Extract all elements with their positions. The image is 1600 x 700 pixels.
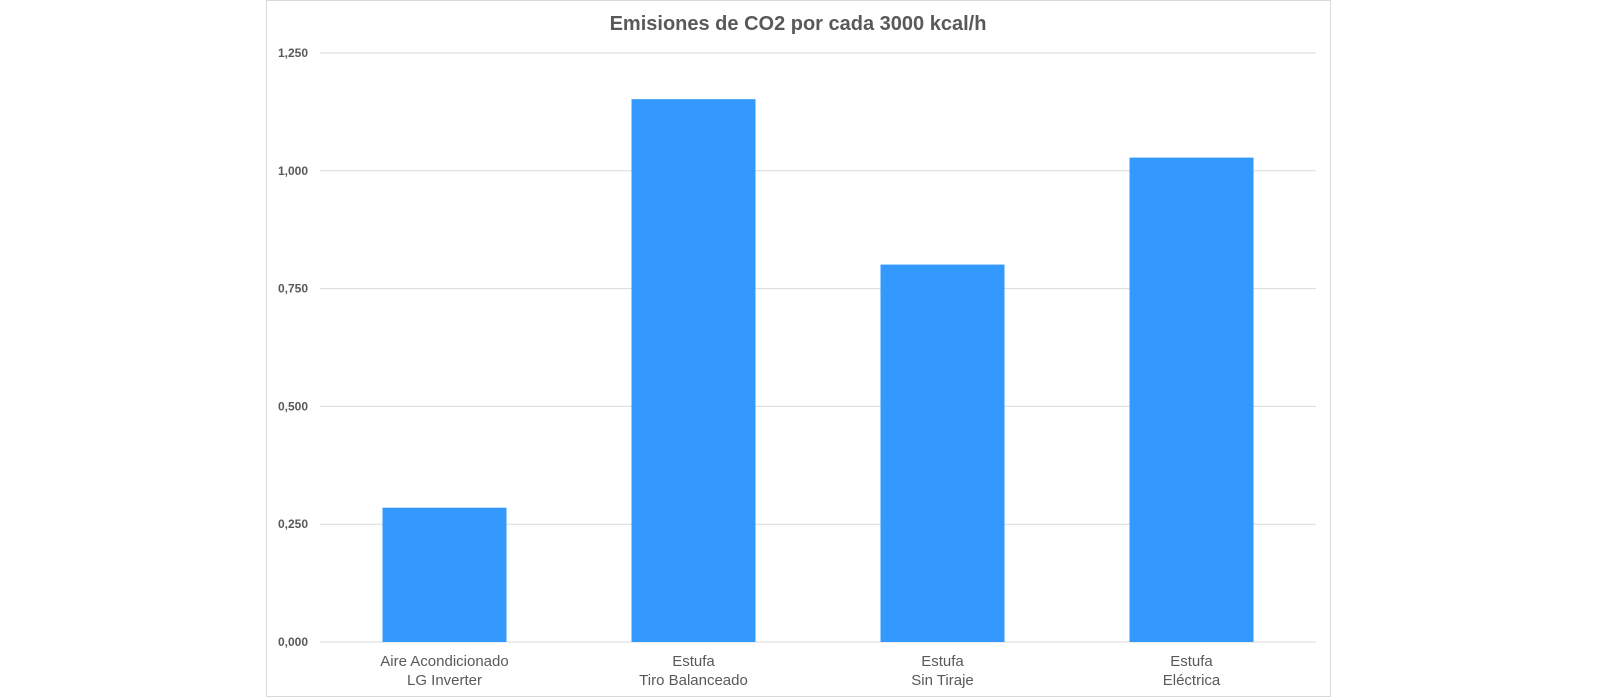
x-tick-label-line: Estufa bbox=[921, 653, 964, 670]
bars-layer bbox=[382, 99, 1254, 643]
y-tick-label: 0,000 bbox=[278, 635, 308, 649]
bar bbox=[880, 264, 1005, 642]
y-tick-label: 0,750 bbox=[278, 282, 308, 296]
x-tick-label-line: LG Inverter bbox=[407, 672, 482, 689]
bar bbox=[631, 99, 756, 642]
x-tick-label: Aire Acondicionado LG Inverter bbox=[380, 653, 508, 689]
y-tick-label: 0,250 bbox=[278, 517, 308, 531]
chart-title: Emisiones de CO2 por cada 3000 kcal/h bbox=[610, 13, 987, 35]
y-tick-label: 1,000 bbox=[278, 164, 308, 178]
x-tick-label-line: Eléctrica bbox=[1163, 672, 1221, 689]
x-tick-label-line: Sin Tiraje bbox=[911, 672, 974, 689]
x-tick-label-line: Tiro Balanceado bbox=[639, 672, 748, 689]
bar bbox=[1129, 157, 1254, 643]
x-tick-label: Estufa Eléctrica bbox=[1163, 653, 1221, 689]
y-axis: 0,000 0,250 0,500 0,750 1,000 1,250 bbox=[278, 46, 308, 649]
y-tick-label: 0,500 bbox=[278, 399, 308, 413]
y-tick-label: 1,250 bbox=[278, 46, 308, 60]
x-axis: Aire Acondicionado LG Inverter Estufa Tiro … bbox=[380, 653, 1221, 689]
x-tick-label: Estufa Sin Tiraje bbox=[911, 653, 974, 689]
bar bbox=[382, 507, 507, 642]
x-tick-label-line: Estufa bbox=[1170, 653, 1213, 670]
x-tick-label: Estufa Tiro Balanceado bbox=[639, 653, 748, 689]
x-tick-label-line: Estufa bbox=[672, 653, 715, 670]
x-tick-label-line: Aire Acondicionado bbox=[380, 653, 508, 670]
